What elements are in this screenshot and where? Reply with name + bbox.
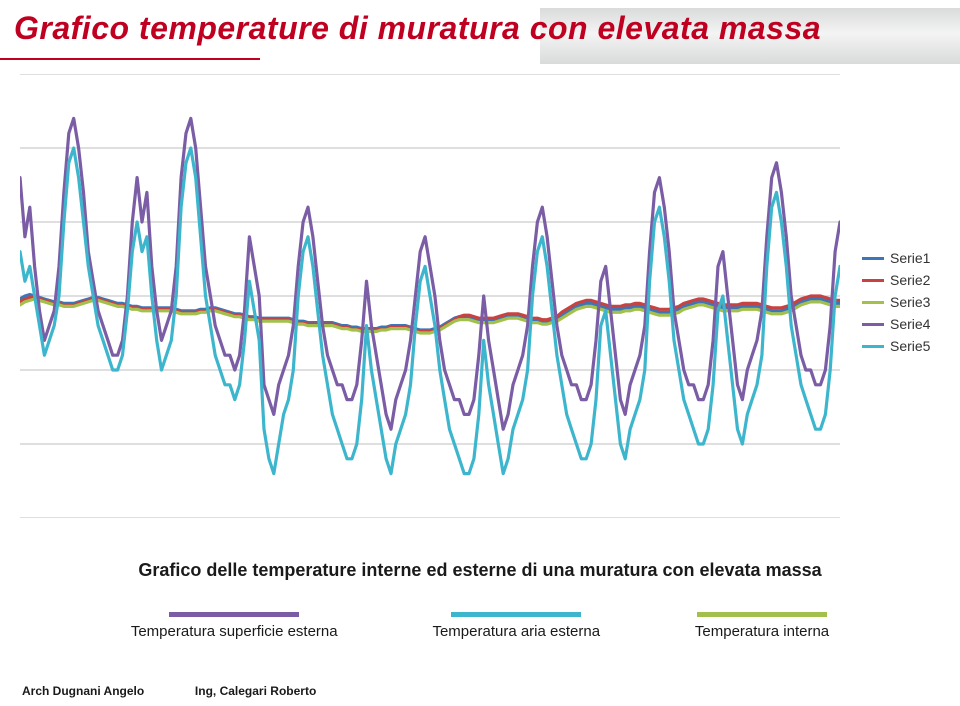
bottom-legend-swatch <box>697 612 827 617</box>
legend-swatch <box>862 323 884 326</box>
chart-svg <box>20 74 840 518</box>
legend-swatch <box>862 345 884 348</box>
bottom-legend-swatch <box>169 612 299 617</box>
legend-label: Serie3 <box>890 294 930 310</box>
legend-swatch <box>862 301 884 304</box>
footer-left: Arch Dugnani Angelo <box>22 684 144 698</box>
legend-label: Serie4 <box>890 316 930 332</box>
bottom-legend-label: Temperatura interna <box>695 623 829 640</box>
bottom-legend-label: Temperatura aria esterna <box>432 623 600 640</box>
page-title: Grafico temperature di muratura con elev… <box>14 10 821 47</box>
legend-swatch <box>862 279 884 282</box>
chart-caption: Grafico delle temperature interne ed est… <box>0 560 960 581</box>
legend-item: Serie3 <box>862 294 932 310</box>
legend-item: Serie4 <box>862 316 932 332</box>
footer-authors: Arch Dugnani Angelo Ing, Calegari Robert… <box>22 684 316 698</box>
bottom-legend-item: Temperatura aria esterna <box>432 612 600 640</box>
legend-label: Serie1 <box>890 250 930 266</box>
bottom-legend-swatch <box>451 612 581 617</box>
temperature-line-chart <box>20 74 840 518</box>
bottom-legend-label: Temperatura superficie esterna <box>131 623 338 640</box>
legend-item: Serie1 <box>862 250 932 266</box>
legend-item: Serie5 <box>862 338 932 354</box>
footer-right: Ing, Calegari Roberto <box>195 684 316 698</box>
legend-swatch <box>862 257 884 260</box>
legend-label: Serie2 <box>890 272 930 288</box>
legend-item: Serie2 <box>862 272 932 288</box>
bottom-legend-item: Temperatura superficie esterna <box>131 612 338 640</box>
bottom-legend-item: Temperatura interna <box>695 612 829 640</box>
accent-line <box>0 58 260 60</box>
bottom-legend: Temperatura superficie esterna Temperatur… <box>0 612 960 640</box>
series-legend: Serie1 Serie2 Serie3 Serie4 Serie5 <box>862 250 932 360</box>
legend-label: Serie5 <box>890 338 930 354</box>
